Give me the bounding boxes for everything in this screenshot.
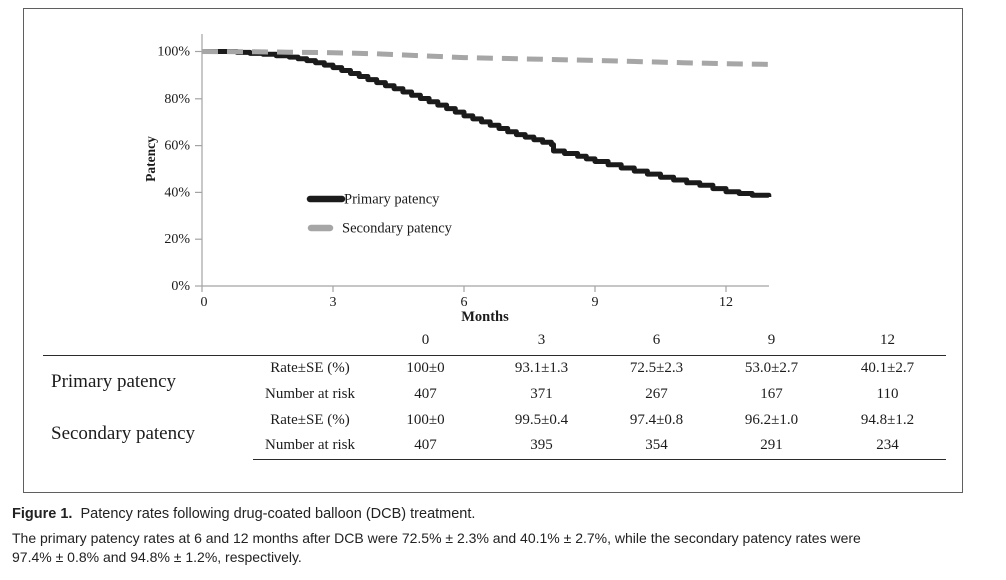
header-empty-2 bbox=[253, 327, 367, 356]
y-tick-label-80: 80% bbox=[164, 92, 190, 107]
x-tick-marks bbox=[201, 286, 727, 292]
y-tick-label-20: 20% bbox=[164, 232, 190, 247]
x-tick-label-12: 12 bbox=[719, 295, 733, 310]
y-tick-label-60: 60% bbox=[164, 139, 190, 154]
table-header-row: 0 3 6 9 12 bbox=[43, 327, 946, 356]
row-group-secondary: Secondary patency bbox=[51, 422, 196, 444]
cell: 96.2±1.0 bbox=[744, 411, 799, 428]
cell: 110 bbox=[876, 385, 899, 402]
y-tick-label-40: 40% bbox=[164, 185, 190, 200]
cell: 234 bbox=[829, 433, 946, 460]
row-label: Rate±SE (%) bbox=[270, 359, 350, 376]
row-group-primary: Primary patency bbox=[51, 370, 177, 392]
x-tick-label-9: 9 bbox=[592, 295, 599, 310]
plot-series bbox=[201, 49, 772, 198]
cell: 53.0±2.7 bbox=[744, 359, 799, 376]
row-label: Number at risk bbox=[265, 385, 355, 402]
cell: 395 bbox=[484, 433, 599, 460]
table-row: Primary patency Rate±SE (%) 100±0 93.1±1… bbox=[43, 355, 946, 391]
series-line-primary bbox=[202, 49, 772, 198]
row-label: Number at risk bbox=[253, 433, 367, 460]
cell: 97.4±0.8 bbox=[629, 411, 684, 428]
x-tick-label-6: 6 bbox=[461, 295, 468, 310]
cell: 407 bbox=[367, 433, 484, 460]
figure-panel: 0% 20% 40% 60% 80% 100% 0 3 6 9 12 Month… bbox=[23, 8, 963, 493]
cell: 100±0 bbox=[406, 359, 445, 376]
cell: 93.1±1.3 bbox=[514, 359, 569, 376]
table-row: Number at risk 407 371 267 167 110 bbox=[43, 381, 946, 407]
header-month-3: 3 bbox=[484, 327, 599, 356]
caption-label: Figure 1. bbox=[12, 506, 73, 522]
header-month-12: 12 bbox=[829, 327, 946, 356]
cell: 407 bbox=[414, 385, 437, 402]
cell: 72.5±2.3 bbox=[629, 359, 684, 376]
table-row: Number at risk 407 395 354 291 234 bbox=[43, 433, 946, 460]
x-tick-label-0: 0 bbox=[201, 295, 208, 310]
cell: 267 bbox=[645, 385, 668, 402]
header-empty-1 bbox=[43, 327, 253, 356]
series-line-secondary bbox=[201, 49, 769, 67]
figure-caption: Figure 1. Patency rates following drug-c… bbox=[12, 504, 1000, 567]
x-tick-label-3: 3 bbox=[330, 295, 337, 310]
legend-label-secondary: Secondary patency bbox=[342, 221, 453, 237]
y-tick-marks bbox=[195, 50, 202, 287]
chart-legend: Primary patency Secondary patency bbox=[306, 192, 453, 237]
cell: 100±0 bbox=[406, 411, 445, 428]
cell: 40.1±2.7 bbox=[860, 359, 915, 376]
row-label: Rate±SE (%) bbox=[270, 411, 350, 428]
caption-body-line-2: 97.4% ± 0.8% and 94.8% ± 1.2%, respectiv… bbox=[12, 549, 302, 565]
cell: 291 bbox=[714, 433, 829, 460]
header-month-0: 0 bbox=[367, 327, 484, 356]
y-tick-label-100: 100% bbox=[157, 45, 190, 60]
y-tick-label-0: 0% bbox=[171, 279, 190, 294]
patency-chart: 0% 20% 40% 60% 80% 100% 0 3 6 9 12 Month… bbox=[143, 34, 772, 325]
table-row: Secondary patency Rate±SE (%) 100±0 99.5… bbox=[43, 407, 946, 443]
legend-label-primary: Primary patency bbox=[344, 192, 440, 208]
cell: 371 bbox=[530, 385, 553, 402]
x-axis-title: Months bbox=[461, 309, 509, 325]
cell: 167 bbox=[760, 385, 783, 402]
cell: 94.8±1.2 bbox=[860, 411, 915, 428]
header-month-9: 9 bbox=[714, 327, 829, 356]
patency-table: 0 3 6 9 12 Primary patency Rate±SE (%) 1… bbox=[43, 327, 946, 460]
header-month-6: 6 bbox=[599, 327, 714, 356]
caption-body-line-1: The primary patency rates at 6 and 12 mo… bbox=[12, 530, 861, 546]
cell: 99.5±0.4 bbox=[514, 411, 569, 428]
cell: 354 bbox=[599, 433, 714, 460]
caption-title: Figure 1. Patency rates following drug-c… bbox=[12, 504, 1000, 524]
y-axis-title: Patency bbox=[143, 136, 158, 182]
caption-title-text: Patency rates following drug-coated ball… bbox=[80, 506, 476, 522]
